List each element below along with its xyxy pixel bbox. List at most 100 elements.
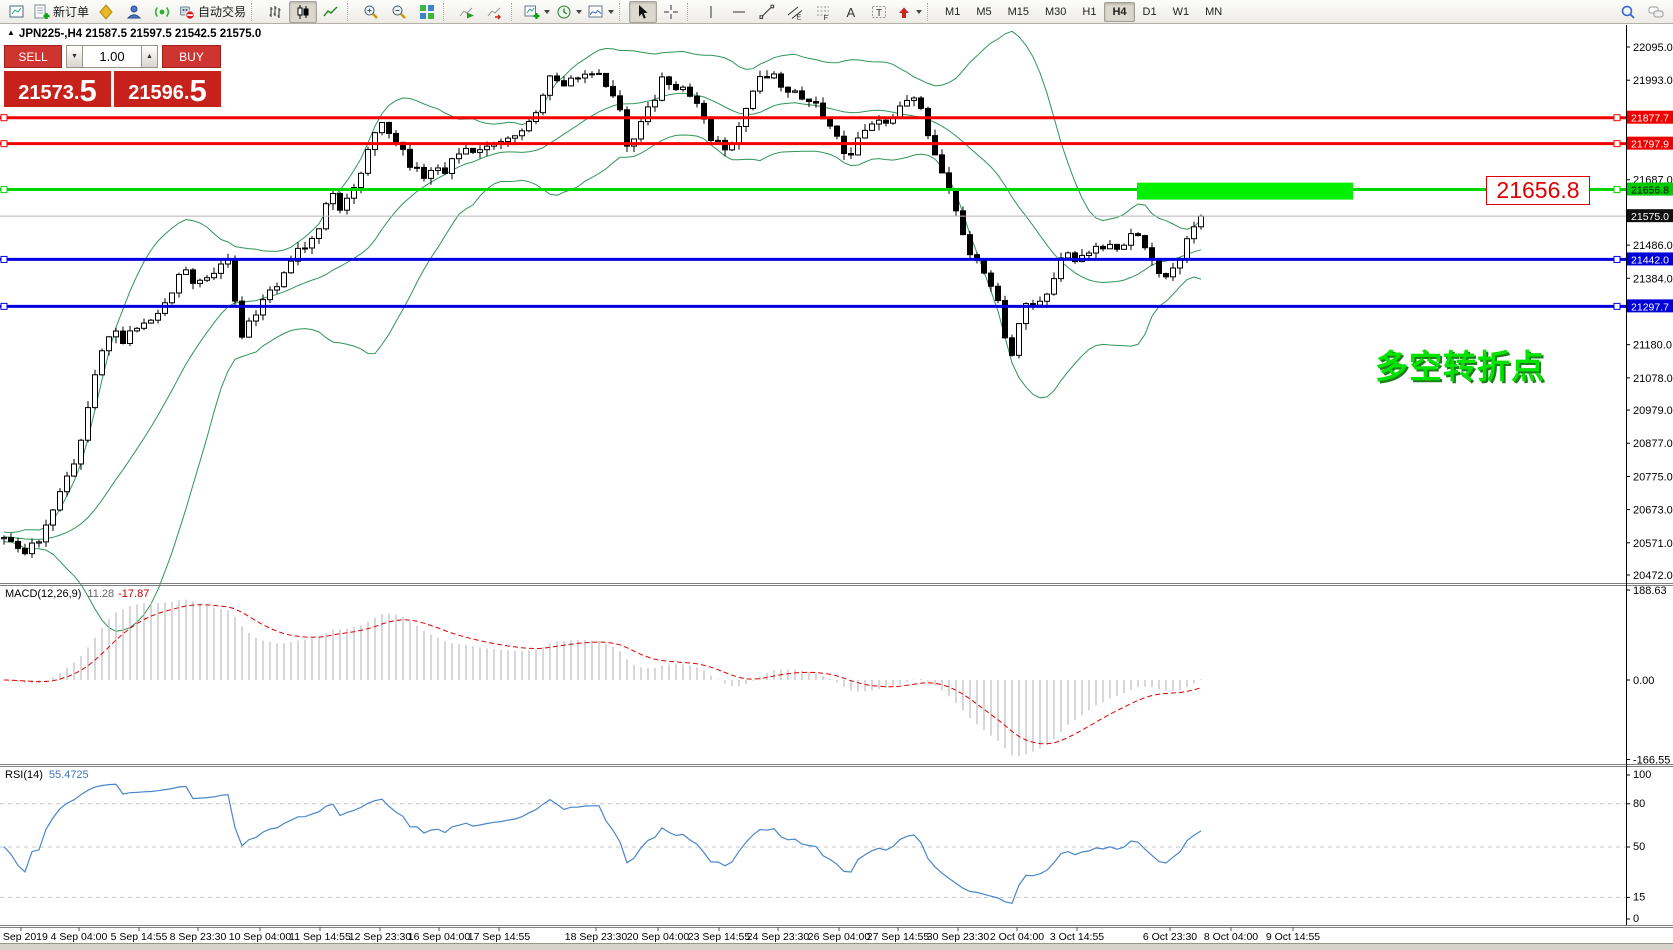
arrows-icon <box>896 4 912 20</box>
vertical-line-button[interactable] <box>697 1 725 23</box>
time-tick-label: 12 Sep 23:30 <box>349 931 412 943</box>
candle-body <box>253 314 259 322</box>
axis-tick-label: 20571.0 <box>1633 538 1673 550</box>
candle-body <box>78 439 84 465</box>
support-line-21297-anchor[interactable] <box>1613 302 1621 310</box>
candle-body <box>1114 243 1120 250</box>
sell-button[interactable]: SELL <box>4 45 62 68</box>
support-line-21297-anchor[interactable] <box>0 302 8 310</box>
resistance-line-21797-anchor[interactable] <box>0 140 8 148</box>
timeframe-button-m5[interactable]: M5 <box>976 5 992 18</box>
time-tick-label: 10 Sep 04:00 <box>229 931 292 943</box>
zoom-out-button[interactable] <box>385 1 413 23</box>
timeframe-button-m30[interactable]: M30 <box>1045 5 1067 18</box>
signals-button[interactable] <box>148 1 176 23</box>
svg-text:T: T <box>876 8 882 19</box>
search-icon <box>1620 4 1636 20</box>
fibonacci-button[interactable]: F <box>809 1 837 23</box>
horizontal-line-button[interactable] <box>725 1 753 23</box>
candle-body <box>477 149 483 153</box>
trendline-button[interactable] <box>753 1 781 23</box>
candlestick-chart-button[interactable] <box>289 0 318 23</box>
crosshair-button[interactable] <box>657 1 685 23</box>
candle-body <box>246 320 252 338</box>
volume-decrease-button[interactable]: ▼ <box>66 45 83 68</box>
axis-tick-label: 21993.0 <box>1633 75 1673 87</box>
candle-body <box>1 537 7 540</box>
candle-body <box>862 129 868 139</box>
buy-price-int: 21596. <box>128 82 190 104</box>
search-button[interactable] <box>1614 1 1642 23</box>
indicators-button[interactable] <box>585 1 617 23</box>
horizontal-line-icon <box>731 4 747 20</box>
community-button[interactable] <box>92 1 120 23</box>
resistance-line-21797-anchor[interactable] <box>1613 140 1621 148</box>
zoom-in-button[interactable] <box>357 1 385 23</box>
price-chip-label: 21297.7 <box>1631 301 1669 313</box>
volume-increase-button[interactable]: ▲ <box>141 45 158 68</box>
macd-tick-label: 0.00 <box>1633 675 1654 687</box>
new-chart-button[interactable] <box>521 1 553 23</box>
pivot-line-21656-anchor[interactable] <box>0 186 8 194</box>
timeframe-button-h1[interactable]: H1 <box>1082 5 1097 18</box>
sell-price-display[interactable]: 21573. 5 <box>4 71 111 107</box>
resistance-line-21877-anchor[interactable] <box>0 114 8 122</box>
candle-body <box>582 73 588 79</box>
candle-body <box>1093 245 1099 254</box>
bar-chart-button[interactable] <box>261 1 289 23</box>
bollinger-band-l <box>3 134 1202 632</box>
toolbar-separator <box>927 2 933 21</box>
new-order-button[interactable]: 新订单 <box>31 1 92 23</box>
price-axis: 22095.021993.021687.021486.021384.021180… <box>1626 42 1673 925</box>
timeframe-button-w1[interactable]: W1 <box>1172 5 1190 18</box>
breakout-highlight-box[interactable] <box>1137 182 1353 200</box>
chevron-up-icon: ▲ <box>146 53 153 60</box>
cursor-button[interactable] <box>629 0 658 23</box>
axis-tick-label: 21384.0 <box>1633 273 1673 285</box>
candle-body <box>876 119 882 125</box>
candlestick-chart-icon <box>295 4 311 20</box>
breakout-price-label[interactable]: 21656.8 <box>1486 176 1590 205</box>
pivot-annotation-text[interactable]: 多空转折点 <box>1375 348 1545 385</box>
autotrading-button[interactable]: 自动交易 <box>176 1 249 23</box>
candle-body <box>113 330 119 338</box>
app-button[interactable] <box>3 1 31 23</box>
candle-body <box>358 172 364 189</box>
timeframe-button-m1[interactable]: M1 <box>945 5 961 18</box>
time-tick-label: 2 Sep 2019 <box>0 931 48 943</box>
text-label-button[interactable]: T <box>865 1 893 23</box>
candle-body <box>141 322 147 329</box>
text-label-icon: T <box>871 4 887 20</box>
line-chart-button[interactable] <box>317 1 345 23</box>
candle-body <box>519 130 525 137</box>
candle-body <box>386 122 392 134</box>
candle-body <box>680 86 686 91</box>
axis-tick-label: 21180.0 <box>1633 340 1672 352</box>
toolbar-separator <box>251 2 257 21</box>
timeframe-button-mn[interactable]: MN <box>1205 5 1223 18</box>
periods-button[interactable] <box>553 1 585 23</box>
timeframe-button-m15[interactable]: M15 <box>1007 5 1029 18</box>
arrows-button[interactable] <box>893 1 925 23</box>
equidistant-channel-button[interactable]: E <box>781 1 809 23</box>
resistance-line-21877-anchor[interactable] <box>1613 114 1621 122</box>
timeframe-button-d1[interactable]: D1 <box>1142 5 1157 18</box>
tile-windows-button[interactable] <box>413 1 441 23</box>
support-line-21442-anchor[interactable] <box>1613 255 1621 263</box>
buy-button[interactable]: BUY <box>162 45 221 68</box>
chevron-down-icon <box>608 9 615 14</box>
candle-body <box>379 122 385 134</box>
support-line-21442-anchor[interactable] <box>0 255 8 263</box>
chart-shift-button[interactable] <box>481 1 509 23</box>
text-button[interactable]: A <box>837 1 865 23</box>
buy-price-display[interactable]: 21596. 5 <box>114 71 221 107</box>
candle-body <box>505 137 511 143</box>
chat-button[interactable] <box>1642 1 1670 23</box>
profile-button[interactable] <box>120 1 148 23</box>
auto-scroll-button[interactable] <box>453 1 481 23</box>
bar-chart-icon <box>267 4 283 20</box>
pivot-line-21656-anchor[interactable] <box>1613 186 1621 194</box>
candle-body <box>57 491 63 511</box>
timeframe-button-h4[interactable]: H4 <box>1104 1 1135 22</box>
volume-input[interactable] <box>83 45 141 68</box>
